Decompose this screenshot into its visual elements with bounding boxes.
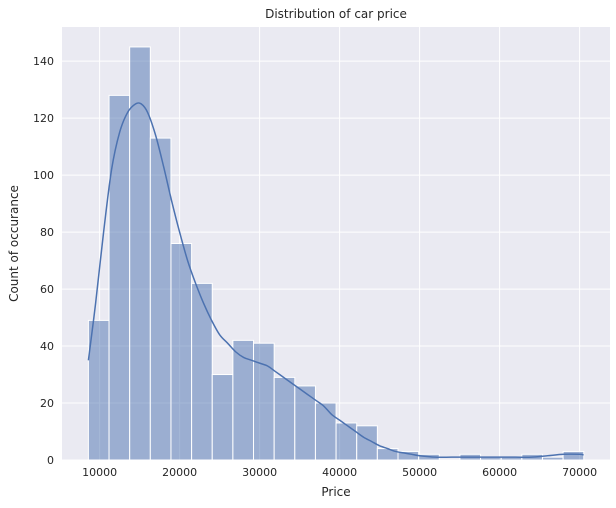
- histogram-bar: [562, 450, 585, 461]
- y-tick-label: 100: [33, 169, 54, 182]
- histogram-bar: [356, 425, 378, 461]
- y-axis-ticks: 0 20 40 60 80 100 120 140: [33, 55, 54, 467]
- x-axis-ticks: 10000 20000 30000 40000 50000 60000 70000: [82, 466, 597, 479]
- x-tick-label: 70000: [562, 466, 597, 479]
- histogram-bar: [253, 342, 275, 461]
- chart-title: Distribution of car price: [265, 7, 407, 21]
- histogram-bar: [191, 282, 213, 461]
- histogram-bar: [232, 339, 255, 461]
- histogram-bar: [314, 402, 337, 461]
- y-tick-label: 40: [40, 340, 54, 353]
- x-tick-label: 60000: [482, 466, 517, 479]
- y-tick-label: 0: [47, 454, 54, 467]
- histogram-bar: [211, 374, 234, 461]
- y-tick-label: 120: [33, 112, 54, 125]
- y-tick-label: 140: [33, 55, 54, 68]
- y-tick-label: 80: [40, 226, 54, 239]
- histogram-bar: [170, 243, 193, 461]
- y-axis-label: Count of occurance: [7, 185, 21, 302]
- histogram-bar: [129, 46, 151, 461]
- x-axis-label: Price: [321, 485, 350, 499]
- x-tick-label: 30000: [242, 466, 277, 479]
- histogram-bar: [335, 422, 358, 461]
- x-tick-label: 20000: [162, 466, 197, 479]
- histogram-bar: [108, 94, 131, 461]
- histogram-bar: [541, 456, 564, 461]
- x-tick-label: 10000: [82, 466, 117, 479]
- x-tick-label: 40000: [322, 466, 357, 479]
- x-tick-label: 50000: [402, 466, 437, 479]
- histogram-bar: [376, 448, 399, 461]
- kde-line: [87, 102, 584, 459]
- y-tick-label: 20: [40, 397, 54, 410]
- histogram-bars: [87, 46, 585, 461]
- y-tick-label: 60: [40, 283, 54, 296]
- histogram-bar: [273, 376, 296, 461]
